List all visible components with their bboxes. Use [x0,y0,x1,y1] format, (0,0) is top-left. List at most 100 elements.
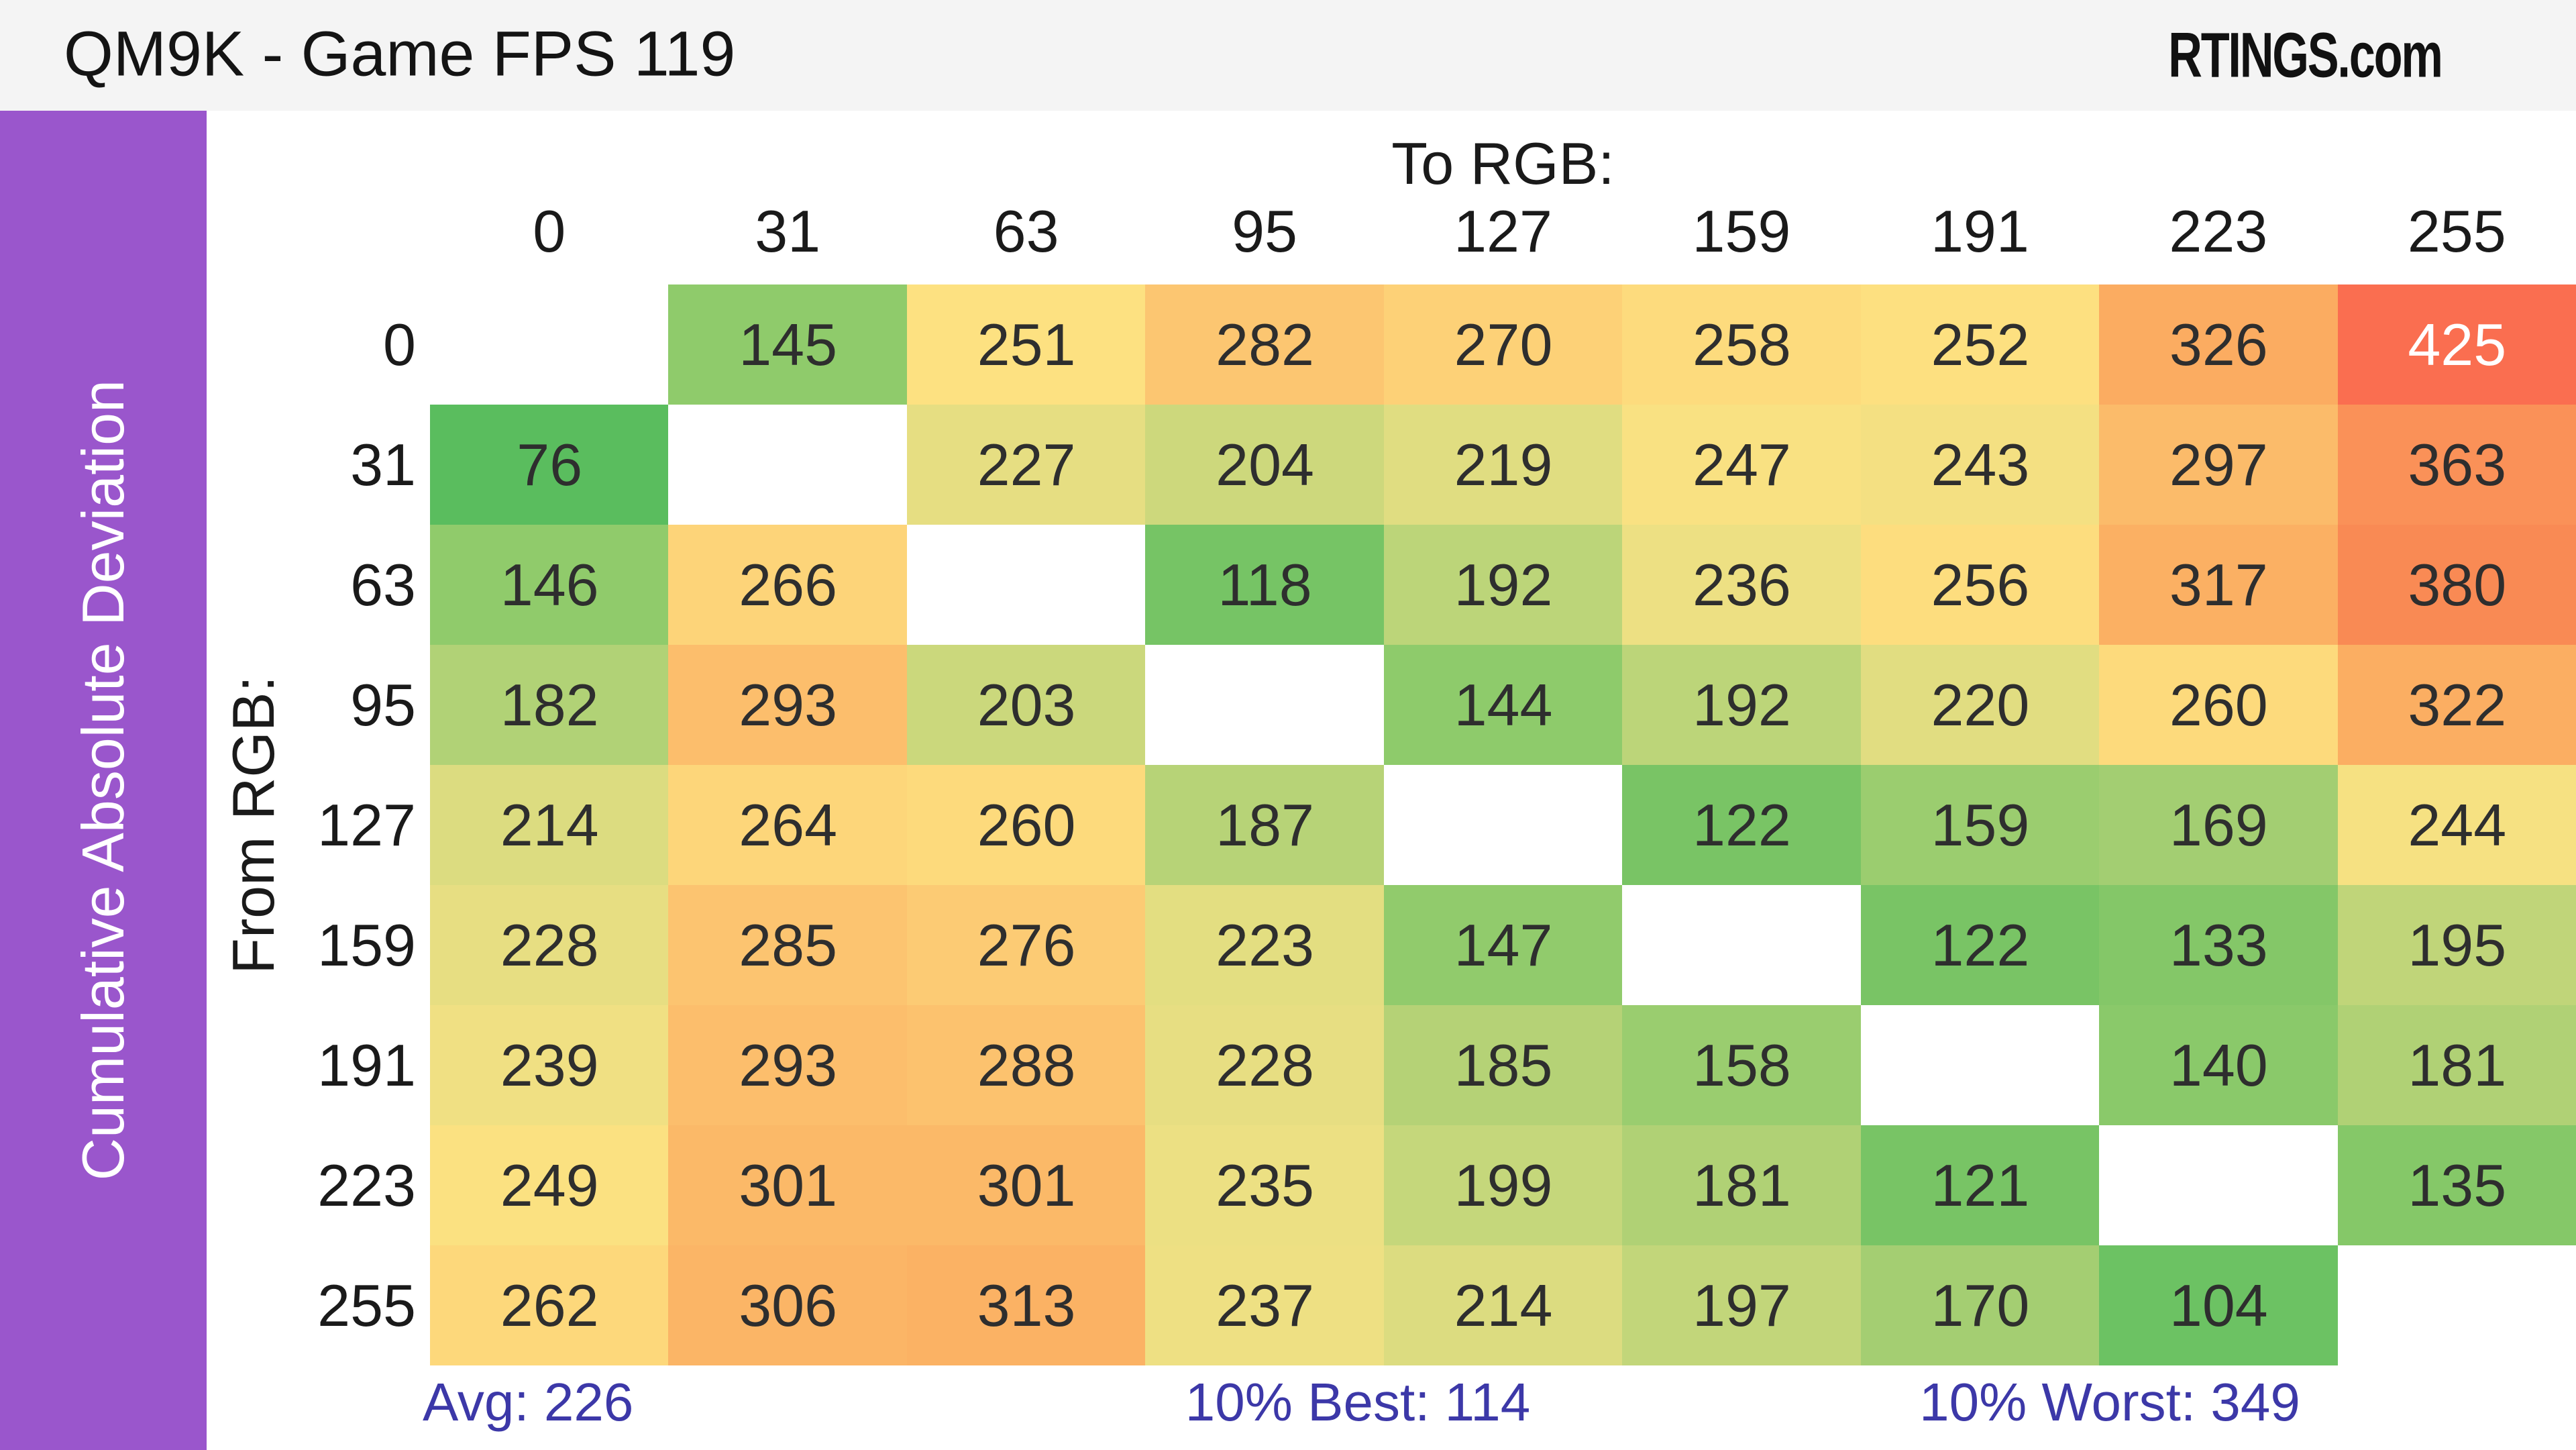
metric-label: Cumulative Absolute Deviation [70,380,136,1181]
heatmap-cell: 187 [1145,765,1385,885]
metric-sidebar: Cumulative Absolute Deviation [0,111,207,1450]
heatmap-cell: 251 [906,284,1146,405]
stat-worst: 10% Worst: 349 [1919,1374,2300,1431]
heatmap-cell: 76 [430,405,669,525]
heatmap-cell: 264 [668,765,908,885]
row-label-159: 159 [317,911,416,978]
heatmap-cell: 270 [1383,284,1623,405]
heatmap-cell: 169 [2099,765,2339,885]
stat-avg: Avg: 226 [423,1374,633,1431]
stat-avg-label: Avg: [423,1372,529,1432]
stat-best: 10% Best: 114 [1185,1374,1530,1431]
row-label-191: 191 [317,1031,416,1098]
heatmap-cell [2099,1125,2339,1245]
heatmap-cell: 182 [430,645,669,765]
heatmap-cell: 236 [1622,525,1862,645]
heatmap-cell: 326 [2099,284,2339,405]
heatmap-cell [1622,885,1862,1005]
heatmap-cell: 118 [1145,525,1385,645]
heatmap-cell: 104 [2099,1245,2339,1365]
heatmap-cell: 235 [1145,1125,1385,1245]
heatmap-cell: 252 [1860,284,2100,405]
heatmap-cell: 322 [2337,645,2576,765]
heatmap-cell: 170 [1860,1245,2100,1365]
row-label-127: 127 [317,791,416,858]
row-label-0: 0 [383,311,416,378]
stat-worst-value: 349 [2210,1372,2300,1432]
row-axis-title: From RGB: [220,676,286,974]
heatmap-cell: 244 [2337,765,2576,885]
heatmap-cell: 214 [1383,1245,1623,1365]
col-header-0: 0 [533,198,566,264]
heatmap-cell: 260 [906,765,1146,885]
heatmap-cell: 313 [906,1245,1146,1365]
heatmap-cell [1860,1005,2100,1125]
heatmap-cell: 363 [2337,405,2576,525]
heatmap-cell: 133 [2099,885,2339,1005]
row-label-95: 95 [350,671,416,738]
col-header-223: 223 [2169,198,2268,264]
heatmap-cell: 199 [1383,1125,1623,1245]
row-label-63: 63 [350,551,416,618]
col-header-255: 255 [2407,198,2506,264]
heatmap-cell: 227 [906,405,1146,525]
heatmap-cell: 247 [1622,405,1862,525]
row-label-223: 223 [317,1151,416,1219]
heatmap-cell: 220 [1860,645,2100,765]
heatmap-cell: 146 [430,525,669,645]
heatmap-cell: 228 [1145,1005,1385,1125]
heatmap-cell: 181 [1622,1125,1862,1245]
heatmap-cell [2337,1245,2576,1365]
heatmap-cell: 317 [2099,525,2339,645]
heatmap-cell: 306 [668,1245,908,1365]
heatmap-cell: 214 [430,765,669,885]
heatmap-cell: 282 [1145,284,1385,405]
stat-best-value: 114 [1444,1372,1531,1432]
heatmap-cell: 204 [1145,405,1385,525]
col-header-95: 95 [1232,198,1297,264]
col-header-191: 191 [1930,198,2029,264]
heatmap-cell: 192 [1622,645,1862,765]
col-header-63: 63 [993,198,1059,264]
heatmap-cell: 258 [1622,284,1862,405]
heatmap-cell: 266 [668,525,908,645]
row-label-255: 255 [317,1272,416,1339]
heatmap-cell [1383,765,1623,885]
heatmap-cell: 192 [1383,525,1623,645]
page-title: QM9K - Game FPS 119 [64,17,736,89]
heatmap-cell: 262 [430,1245,669,1365]
stat-avg-value: 226 [543,1372,634,1432]
heatmap-cell: 135 [2337,1125,2576,1245]
heatmap-cell [1145,645,1385,765]
heatmap-cell: 219 [1383,405,1623,525]
heatmap-cell: 203 [906,645,1146,765]
heatmap-cell: 288 [906,1005,1146,1125]
heatmap-cell: 228 [430,885,669,1005]
row-label-31: 31 [350,431,416,498]
heatmap-cell: 144 [1383,645,1623,765]
heatmap-cell: 380 [2337,525,2576,645]
heatmap-cell: 158 [1622,1005,1862,1125]
col-header-31: 31 [755,198,821,264]
heatmap-cell [668,405,908,525]
heatmap-cell: 195 [2337,885,2576,1005]
heatmap-cell: 293 [668,1005,908,1125]
heatmap-cell: 197 [1622,1245,1862,1365]
heatmap-cell: 239 [430,1005,669,1125]
heatmap-cell: 276 [906,885,1146,1005]
heatmap-cell [430,284,669,405]
heatmap-cell: 159 [1860,765,2100,885]
heatmap-cell: 260 [2099,645,2339,765]
title-bar: QM9K - Game FPS 119 RTINGS.com [0,0,2576,111]
heatmap-cell: 425 [2337,284,2576,405]
rtings-logo[interactable]: RTINGS.com [2168,19,2444,91]
heatmap-cell: 285 [668,885,908,1005]
heatmap-cell: 223 [1145,885,1385,1005]
heatmap-cell [906,525,1146,645]
heatmap-cell: 147 [1383,885,1623,1005]
heatmap-cell: 293 [668,645,908,765]
col-header-159: 159 [1692,198,1791,264]
heatmap-cell: 249 [430,1125,669,1245]
heatmap-cell: 185 [1383,1005,1623,1125]
